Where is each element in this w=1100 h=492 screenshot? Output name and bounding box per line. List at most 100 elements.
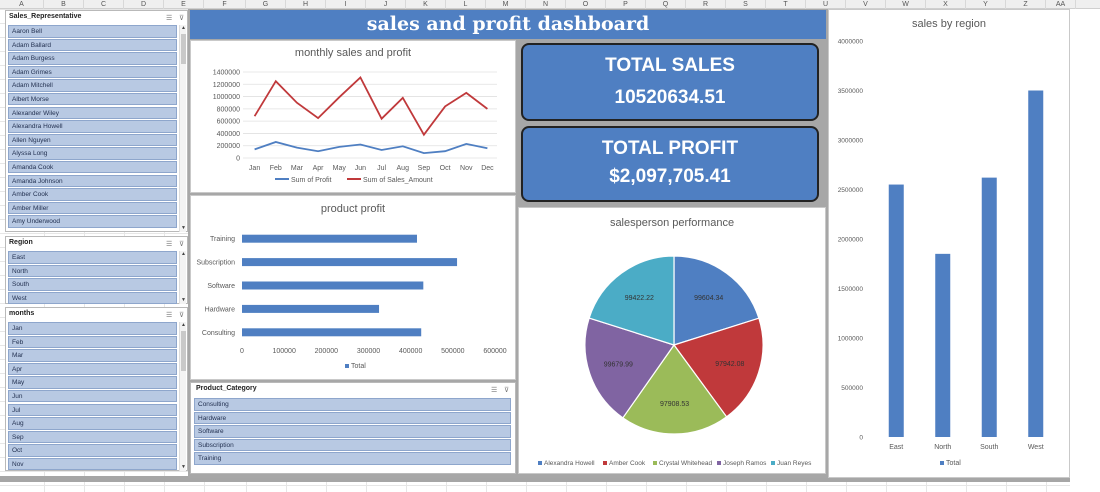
slicer-sales-representative[interactable]: Sales_Representative ☰ ⊽ Aaron Bell Adam … bbox=[5, 10, 188, 232]
pie-slice[interactable] bbox=[673, 255, 760, 346]
multi-select-icon[interactable]: ☰ bbox=[166, 15, 173, 22]
slicer-item[interactable]: Alexander Wiley bbox=[8, 106, 177, 120]
slicer-item[interactable]: Training bbox=[194, 452, 511, 465]
bar-west[interactable] bbox=[1028, 90, 1044, 438]
column-header-u[interactable]: U bbox=[806, 0, 846, 9]
bar-consulting[interactable] bbox=[242, 328, 422, 337]
multi-select-icon[interactable]: ☰ bbox=[166, 312, 173, 319]
bar-software[interactable] bbox=[242, 281, 424, 290]
column-header-g[interactable]: G bbox=[246, 0, 286, 9]
bar-hardware[interactable] bbox=[242, 304, 380, 313]
slicer-item[interactable]: Subscription bbox=[194, 438, 511, 452]
slicer-item[interactable]: Allen Nguyen bbox=[8, 133, 177, 147]
bar-north[interactable] bbox=[935, 253, 951, 437]
slicer-item[interactable]: Adam Grimes bbox=[8, 65, 177, 79]
chart-sales-by-region[interactable]: sales by region 0 500000 1000000 1500000 200… bbox=[828, 9, 1070, 478]
slicer-item[interactable]: Amanda Cook bbox=[8, 160, 177, 174]
slicer-item[interactable]: Oct bbox=[8, 444, 177, 457]
column-header-l[interactable]: L bbox=[446, 0, 486, 9]
clear-filter-icon[interactable]: ⊽ bbox=[179, 15, 185, 22]
slicer-item[interactable]: South bbox=[8, 278, 177, 291]
slicer-item[interactable]: Apr bbox=[8, 362, 177, 376]
slicer-item[interactable]: Alyssa Long bbox=[8, 147, 177, 160]
column-header-bar[interactable]: A B C D E F G H I J K L M N O P Q R S T U V W X Y Z AA bbox=[0, 0, 1100, 9]
column-header-b[interactable]: B bbox=[44, 0, 84, 9]
slicer-item[interactable]: Adam Ballard bbox=[8, 38, 177, 52]
column-header-z[interactable]: Z bbox=[1006, 0, 1046, 9]
slicer-region[interactable]: Region ☰ ⊽ East North South West ▲ ▼ bbox=[5, 236, 188, 305]
slicer-item[interactable]: Amy Underwood bbox=[8, 215, 177, 228]
slicer-months[interactable]: months ☰ ⊽ Jan Feb Mar Apr May Jun Jul Aug Sep Oc… bbox=[5, 307, 188, 471]
bar-subscription[interactable] bbox=[242, 258, 458, 267]
series-line-profit[interactable] bbox=[254, 141, 488, 155]
slicer-scrollbar[interactable]: ▲ ▼ bbox=[179, 251, 186, 304]
chart-monthly-sales-profit[interactable]: monthly sales and profit 0 200000 400000 60… bbox=[190, 40, 516, 193]
slicer-product-category[interactable]: Product_Category ☰ ⊽ Consulting Hardware S… bbox=[190, 382, 516, 474]
series-line-sales[interactable] bbox=[253, 76, 488, 137]
bar-south[interactable] bbox=[981, 177, 997, 437]
column-header-k[interactable]: K bbox=[406, 0, 446, 9]
multi-select-icon[interactable]: ☰ bbox=[491, 387, 498, 394]
column-header-e[interactable]: E bbox=[164, 0, 204, 9]
slicer-item[interactable]: Jun bbox=[8, 389, 177, 403]
column-header-a[interactable]: A bbox=[0, 0, 44, 9]
column-header-h[interactable]: H bbox=[286, 0, 326, 9]
clear-filter-icon[interactable]: ⊽ bbox=[504, 387, 510, 394]
scroll-down-icon[interactable]: ▼ bbox=[181, 225, 186, 231]
slicer-item[interactable]: Hardware bbox=[194, 411, 511, 425]
slicer-item[interactable]: Nov bbox=[8, 457, 177, 471]
column-header-w[interactable]: W bbox=[886, 0, 926, 9]
column-header-r[interactable]: R bbox=[686, 0, 726, 9]
column-header-t[interactable]: T bbox=[766, 0, 806, 9]
column-header-o[interactable]: O bbox=[566, 0, 606, 9]
clear-filter-icon[interactable]: ⊽ bbox=[179, 241, 185, 248]
slicer-item[interactable]: Jul bbox=[8, 403, 177, 417]
slicer-item[interactable]: Adam Burgess bbox=[8, 52, 177, 65]
scroll-thumb[interactable] bbox=[181, 34, 186, 64]
column-header-q[interactable]: Q bbox=[646, 0, 686, 9]
column-header-i[interactable]: I bbox=[326, 0, 366, 9]
scroll-up-icon[interactable]: ▲ bbox=[181, 251, 186, 257]
slicer-item[interactable]: Amanda Johnson bbox=[8, 174, 177, 188]
slicer-item[interactable]: Aug bbox=[8, 417, 177, 430]
chart-salesperson-performance[interactable]: salesperson performance 99604.34 97942.08… bbox=[518, 207, 826, 474]
column-header-v[interactable]: V bbox=[846, 0, 886, 9]
column-header-j[interactable]: J bbox=[366, 0, 406, 9]
slicer-item[interactable]: Aaron Bell bbox=[8, 25, 177, 38]
pie-slice[interactable] bbox=[673, 317, 764, 418]
slicer-scrollbar[interactable]: ▲ ▼ bbox=[179, 25, 186, 232]
scroll-down-icon[interactable]: ▼ bbox=[181, 464, 186, 470]
slicer-item[interactable]: Adam Mitchell bbox=[8, 79, 177, 92]
column-header-c[interactable]: C bbox=[84, 0, 124, 9]
slicer-item[interactable]: Albert Morse bbox=[8, 92, 177, 106]
slicer-item[interactable]: Mar bbox=[8, 349, 177, 362]
column-header-n[interactable]: N bbox=[526, 0, 566, 9]
slicer-item[interactable]: Jan bbox=[8, 322, 177, 335]
column-header-p[interactable]: P bbox=[606, 0, 646, 9]
scroll-down-icon[interactable]: ▼ bbox=[181, 297, 186, 303]
pie-slice[interactable] bbox=[588, 255, 675, 346]
slicer-item[interactable]: Alexandra Howell bbox=[8, 120, 177, 133]
column-header-f[interactable]: F bbox=[204, 0, 246, 9]
bar-east[interactable] bbox=[888, 184, 904, 437]
slicer-item[interactable]: Feb bbox=[8, 335, 177, 349]
slicer-item[interactable]: Amber Miller bbox=[8, 201, 177, 215]
slicer-item[interactable]: May bbox=[8, 376, 177, 389]
slicer-scrollbar[interactable]: ▲ ▼ bbox=[179, 322, 186, 471]
slicer-item[interactable]: Consulting bbox=[194, 398, 511, 411]
slicer-item[interactable]: West bbox=[8, 291, 177, 305]
multi-select-icon[interactable]: ☰ bbox=[166, 241, 173, 248]
slicer-item[interactable]: East bbox=[8, 251, 177, 264]
column-header-d[interactable]: D bbox=[124, 0, 164, 9]
column-header-y[interactable]: Y bbox=[966, 0, 1006, 9]
column-header-s[interactable]: S bbox=[726, 0, 766, 9]
slicer-item[interactable]: Sep bbox=[8, 430, 177, 444]
column-header-x[interactable]: X bbox=[926, 0, 966, 9]
pie-slice[interactable] bbox=[622, 343, 728, 435]
slicer-item[interactable]: Software bbox=[194, 425, 511, 438]
slicer-item[interactable]: Amber Cook bbox=[8, 188, 177, 201]
column-header-aa[interactable]: AA bbox=[1046, 0, 1076, 9]
chart-product-profit[interactable]: product profit Training Subscription Softw… bbox=[190, 195, 516, 380]
scroll-up-icon[interactable]: ▲ bbox=[181, 322, 186, 328]
column-header-m[interactable]: M bbox=[486, 0, 526, 9]
